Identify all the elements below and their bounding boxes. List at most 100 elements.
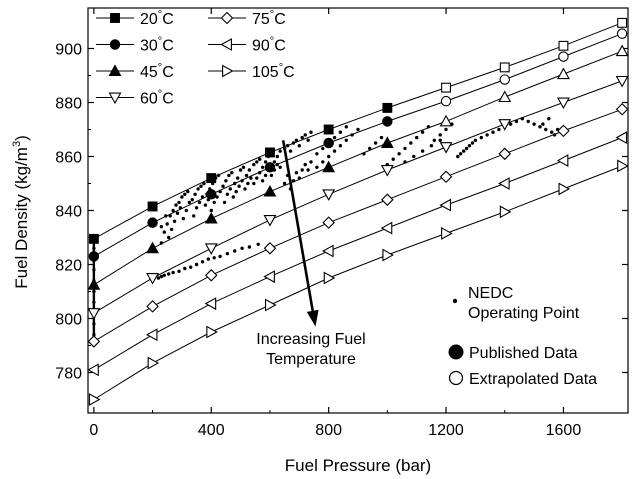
nedc-point-132: [332, 135, 337, 140]
series-0-point-3: [265, 147, 275, 158]
y-tick-label-820: 820: [55, 258, 82, 275]
series-6-point-8: [558, 182, 571, 196]
nedc-point-179: [526, 119, 530, 124]
nedc-point-53: [202, 181, 206, 186]
nedc-point-146: [379, 135, 384, 140]
y-tick-label-900: 900: [55, 42, 82, 59]
nedc-point-159: [403, 160, 407, 164]
series-1-point-3: [264, 162, 276, 173]
series-6-point-4: [323, 271, 336, 285]
nedc-point-15: [171, 270, 175, 275]
nedc-point-138: [332, 149, 337, 153]
nedc-point-16: [177, 269, 181, 273]
nedc-point-140: [344, 138, 348, 142]
series-1-point-5: [382, 116, 393, 127]
nedc-point-36: [180, 195, 184, 199]
nedc-point-86: [243, 187, 247, 191]
series-line-6: [93, 165, 623, 400]
legend-label-1: 30°C: [140, 36, 174, 55]
nedc-legend-label-1: NEDC: [468, 285, 513, 302]
nedc-point-39: [159, 225, 164, 229]
nedc-point-176: [508, 122, 513, 126]
nedc-point-139: [338, 144, 343, 148]
nedc-point-165: [459, 152, 463, 156]
nedc-point-97: [275, 154, 279, 159]
nedc-point-151: [409, 141, 413, 145]
nedc-point-126: [303, 162, 307, 167]
nedc-legend-label-2: Operating Point: [468, 305, 580, 322]
nedc-point-125: [300, 168, 304, 172]
nedc-point-150: [403, 146, 407, 151]
nedc-point-92: [260, 165, 265, 169]
series-3-point-4: [322, 189, 336, 201]
series-6-point-3: [265, 298, 277, 312]
temperature-arrow: [281, 140, 319, 327]
series-markers: [87, 17, 629, 406]
nedc-point-70: [224, 179, 228, 183]
series-2-point-8: [557, 67, 570, 80]
y-tick-label-800: 800: [55, 312, 82, 329]
nedc-point-20: [200, 260, 205, 264]
arrow-head: [306, 309, 319, 327]
series-0-point-5: [382, 102, 393, 113]
temperature-legend: 20°C 30°C 45°C 60°C 75°C 90°C 105°C: [96, 9, 295, 108]
nedc-point-68: [218, 189, 222, 194]
nedc-point-136: [321, 160, 325, 164]
arrow-shaft: [281, 140, 314, 312]
series-1-point-6: [440, 95, 452, 107]
nedc-point-80: [225, 192, 230, 196]
nedc-point-96: [272, 160, 277, 164]
nedc-point-93: [263, 160, 268, 164]
series-4-point-5: [381, 193, 394, 206]
nedc-point-119: [282, 181, 287, 186]
series-6-point-6: [441, 227, 453, 240]
nedc-point-141: [350, 133, 354, 137]
legend-marker-1: [109, 39, 121, 50]
nedc-point-27: [247, 245, 252, 249]
x-tick-label-1200: 1200: [428, 422, 464, 439]
nedc-point-113: [294, 138, 299, 142]
series-line-2: [93, 50, 623, 286]
series-2-point-5: [380, 136, 394, 148]
nedc-point-178: [520, 117, 524, 121]
series-2-point-1: [146, 241, 159, 254]
series-4-point-8: [557, 124, 570, 138]
x-tick-label-0: 0: [89, 422, 98, 439]
series-4-point-3: [263, 242, 277, 255]
nedc-point-117: [306, 138, 310, 142]
nedc-point-143: [362, 152, 366, 156]
series-6-point-5: [382, 248, 394, 262]
series-3-point-7: [498, 119, 512, 131]
nedc-point-164: [456, 154, 460, 159]
nedc-point-17: [183, 266, 187, 271]
nedc-point-116: [303, 133, 307, 137]
nedc-point-45: [178, 206, 183, 210]
nedc-point-6: [92, 300, 96, 304]
nedc-point-129: [315, 152, 319, 156]
nedc-point-81: [228, 187, 232, 191]
nedc-point-41: [167, 235, 171, 240]
series-5-point-2: [204, 297, 217, 311]
nedc-point-188: [552, 133, 557, 137]
nedc-point-19: [194, 262, 199, 267]
nedc-point-76: [241, 165, 246, 169]
published-legend-label: Published Data: [469, 345, 578, 362]
arrow-label-line2: Temperature: [266, 351, 356, 368]
nedc-point-43: [172, 219, 177, 223]
nedc-point-157: [444, 127, 448, 132]
series-line-0: [93, 22, 623, 240]
nedc-point-74: [236, 176, 240, 180]
nedc-point-61: [197, 200, 202, 205]
legend-label-2: 45°C: [140, 62, 174, 81]
series-2-point-6: [439, 114, 453, 127]
nedc-point-111: [288, 149, 293, 153]
nedc-point-13: [162, 273, 166, 277]
nedc-point-87: [246, 181, 250, 186]
series-line-5: [93, 137, 623, 371]
series-6-point-2: [206, 325, 218, 339]
nedc-point-83: [234, 189, 238, 194]
nedc-point-163: [438, 138, 442, 142]
nedc-point-49: [190, 198, 194, 202]
nedc-point-34: [174, 203, 178, 207]
nedc-point-72: [230, 171, 234, 175]
